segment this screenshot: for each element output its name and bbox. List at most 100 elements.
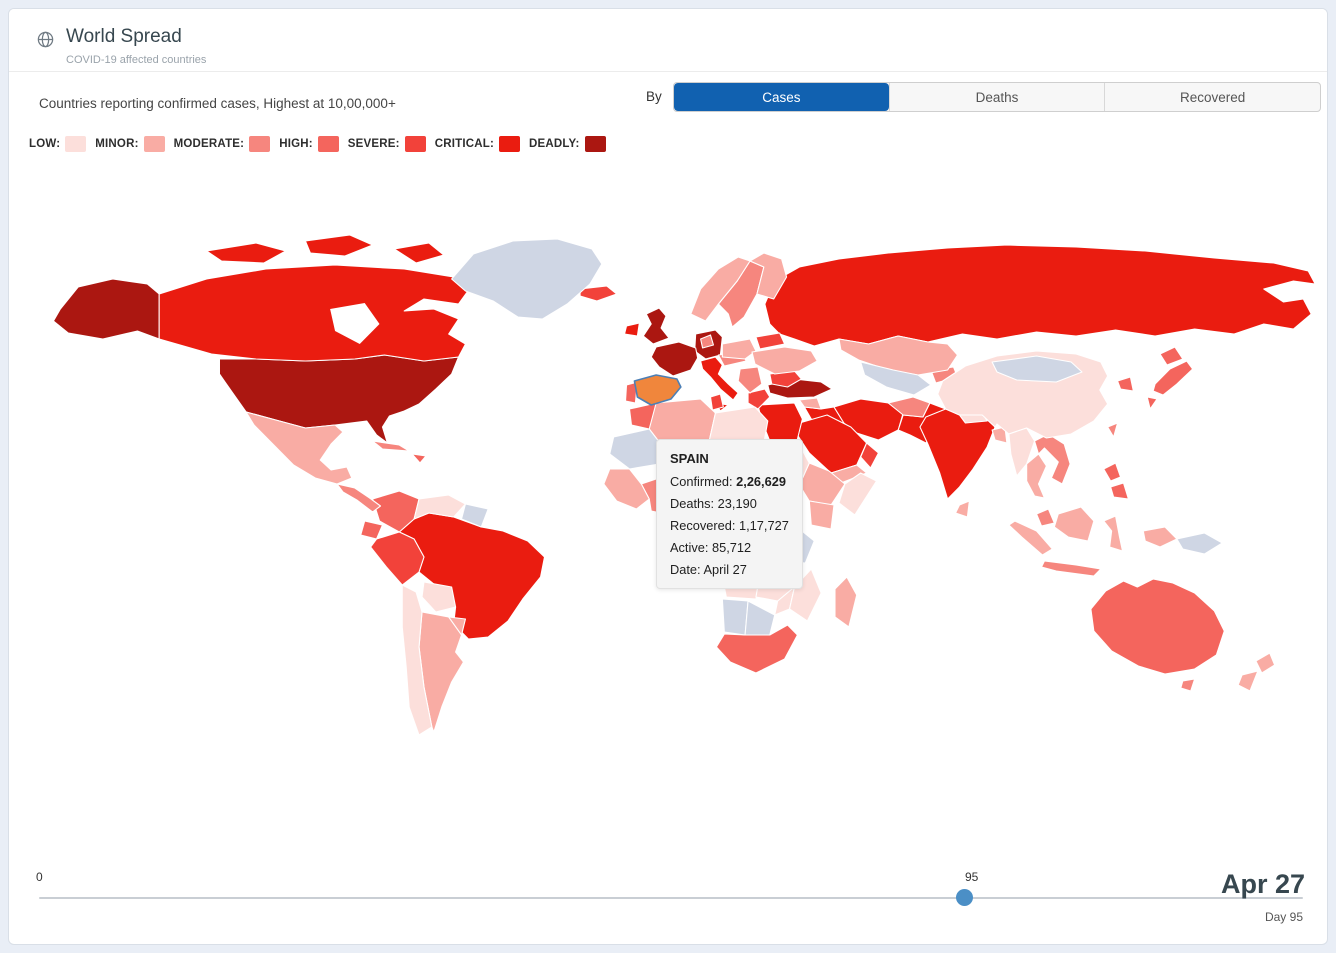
country-tooltip: SPAIN Confirmed: 2,26,629 Deaths: 23,190…	[656, 439, 803, 589]
country-greece[interactable]	[747, 388, 771, 410]
metric-toggle-group: Cases Deaths Recovered	[673, 82, 1321, 112]
country-kazakhstan[interactable]	[838, 335, 959, 376]
tab-recovered[interactable]: Recovered	[1104, 83, 1320, 111]
country-mozambique[interactable]	[788, 568, 822, 622]
country-belarus[interactable]	[755, 332, 786, 350]
country-balkans[interactable]	[737, 366, 763, 394]
country-thailand[interactable]	[1026, 453, 1047, 499]
country-russia[interactable]	[764, 244, 1316, 347]
country-bolivia[interactable]	[421, 581, 457, 613]
country-java[interactable]	[1040, 560, 1102, 577]
country-guyanas[interactable]	[460, 503, 489, 528]
country-hispaniola[interactable]	[411, 453, 427, 464]
country-japan-kyushu[interactable]	[1146, 396, 1158, 410]
country-west-papua[interactable]	[1142, 526, 1178, 548]
country-sulawesi[interactable]	[1103, 515, 1124, 552]
country-tunisia[interactable]	[709, 393, 724, 411]
canada-arctic-island-3[interactable]	[393, 242, 445, 264]
country-myanmar[interactable]	[1008, 427, 1036, 477]
canada-arctic-island-1[interactable]	[206, 242, 287, 264]
country-portugal[interactable]	[624, 381, 638, 404]
category-severe	[370, 285, 880, 586]
country-uzbekistan-turkmenistan[interactable]	[860, 361, 932, 396]
globe-icon	[36, 30, 55, 49]
country-uk[interactable]	[642, 307, 670, 345]
country-sri-lanka[interactable]	[954, 500, 970, 518]
country-alaska[interactable]	[52, 278, 160, 340]
legend-item-critical: CRITICAL:	[435, 136, 520, 152]
country-japan-honshu[interactable]	[1152, 360, 1194, 396]
country-senegal-guinea[interactable]	[603, 468, 650, 510]
legend-swatch-minor	[143, 136, 165, 152]
legend-item-low: LOW:	[29, 136, 87, 152]
country-canada[interactable]	[158, 264, 470, 362]
country-sumatra[interactable]	[1008, 520, 1053, 556]
country-kenya[interactable]	[808, 500, 835, 530]
country-namibia[interactable]	[721, 598, 749, 636]
country-venezuela[interactable]	[413, 494, 467, 520]
country-oman[interactable]	[860, 442, 880, 469]
country-philippines-south[interactable]	[1110, 482, 1129, 500]
country-afghanistan[interactable]	[887, 396, 931, 418]
country-south-korea[interactable]	[1117, 376, 1134, 392]
country-new-zealand-south[interactable]	[1237, 670, 1259, 692]
country-france[interactable]	[650, 341, 699, 377]
country-greenland[interactable]	[451, 238, 603, 320]
world-spread-card: World Spread COVID-19 affected countries…	[8, 8, 1328, 945]
country-iceland[interactable]	[579, 285, 618, 302]
country-ecuador[interactable]	[360, 520, 384, 540]
country-finland[interactable]	[749, 252, 788, 300]
country-madagascar[interactable]	[834, 576, 858, 628]
legend-item-high: HIGH:	[279, 136, 339, 152]
tooltip-confirmed: Confirmed: 2,26,629	[670, 474, 786, 489]
country-spain[interactable]	[633, 374, 682, 406]
timeline-handle[interactable]	[956, 889, 973, 906]
tooltip-date: Date: April 27	[670, 562, 747, 577]
legend-swatch-deadly	[584, 136, 606, 152]
map-description: Countries reporting confirmed cases, Hig…	[39, 96, 396, 111]
country-bangladesh[interactable]	[991, 426, 1008, 444]
country-central-america[interactable]	[336, 483, 382, 513]
legend-swatch-critical	[498, 136, 520, 152]
country-japan-hokkaido[interactable]	[1159, 346, 1184, 366]
country-malaysia[interactable]	[1036, 508, 1055, 527]
country-syria[interactable]	[798, 397, 822, 410]
canada-arctic-island-2[interactable]	[304, 234, 374, 257]
country-denmark[interactable]	[700, 334, 715, 349]
page-subtitle: COVID-19 affected countries	[66, 54, 207, 66]
timeline-start-label: 0	[36, 870, 43, 884]
country-philippines-north[interactable]	[1103, 462, 1122, 482]
tooltip-deaths: Deaths: 23,190	[670, 496, 757, 511]
legend-item-moderate: MODERATE:	[174, 136, 271, 152]
country-ukraine[interactable]	[751, 346, 818, 375]
country-botswana[interactable]	[744, 600, 776, 636]
hudson-bay	[330, 303, 380, 344]
tab-deaths[interactable]: Deaths	[888, 83, 1105, 111]
country-papua-new-guinea[interactable]	[1176, 532, 1223, 555]
country-new-zealand-north[interactable]	[1255, 652, 1276, 674]
country-india[interactable]	[919, 408, 996, 500]
header: World Spread COVID-19 affected countries	[9, 9, 1327, 72]
timeline-track[interactable]	[39, 897, 1303, 899]
country-somalia[interactable]	[838, 472, 878, 516]
country-borneo[interactable]	[1053, 506, 1095, 542]
legend-item-severe: SEVERE:	[348, 136, 426, 152]
country-tasmania[interactable]	[1180, 678, 1196, 692]
country-australia[interactable]	[1090, 578, 1225, 675]
world-map	[52, 234, 1316, 736]
country-mongolia[interactable]	[991, 355, 1083, 383]
country-chile[interactable]	[401, 584, 433, 736]
country-taiwan[interactable]	[1107, 422, 1119, 438]
severity-legend: LOW: MINOR: MODERATE: HIGH: SEVERE: CRIT…	[29, 136, 606, 152]
country-vietnam[interactable]	[1034, 433, 1071, 485]
tooltip-country: SPAIN	[670, 451, 709, 466]
country-poland[interactable]	[721, 338, 757, 360]
country-cuba[interactable]	[372, 440, 410, 452]
tab-cases[interactable]: Cases	[674, 83, 889, 111]
country-ireland[interactable]	[623, 322, 640, 337]
country-italy[interactable]	[700, 356, 739, 401]
country-mexico[interactable]	[245, 411, 353, 485]
country-peru[interactable]	[370, 531, 425, 586]
timeline-current-label: 95	[965, 870, 979, 884]
by-label: By	[646, 89, 662, 104]
